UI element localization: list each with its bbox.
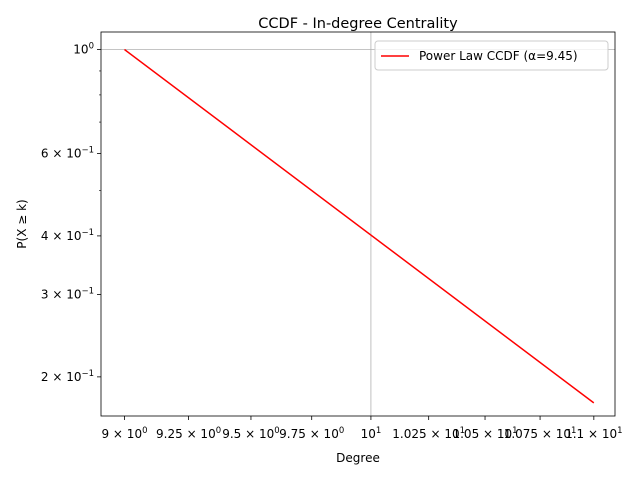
y-tick-label: 2 × 10−1 xyxy=(41,369,94,384)
y-tick-label: 4 × 10−1 xyxy=(41,228,94,243)
series-line xyxy=(124,48,595,404)
x-tick-label: 1.1 × 101 xyxy=(565,426,622,441)
x-tick-label: 1.075 × 101 xyxy=(504,426,577,441)
y-tick-label: 3 × 10−1 xyxy=(41,286,94,301)
x-tick-label: 9.75 × 100 xyxy=(279,426,344,441)
y-tick-label: 100 xyxy=(73,42,94,57)
x-tick-label: 9.5 × 100 xyxy=(222,426,279,441)
x-tick-label: 9.25 × 100 xyxy=(156,426,221,441)
x-axis-ticks: 9 × 100 9.25 × 100 9.5 × 100 9.75 × 100 101 1… xyxy=(101,416,623,441)
x-axis-label: Degree xyxy=(336,451,380,465)
x-tick-label: 1.05 × 101 xyxy=(452,426,517,441)
x-tick-label: 1.025 × 101 xyxy=(392,426,465,441)
legend: Power Law CCDF (α=9.45) xyxy=(374,40,609,71)
x-tick-label: 9 × 100 xyxy=(101,426,147,441)
y-axis-label: P(X ≥ k) xyxy=(15,199,29,248)
series-layer xyxy=(124,48,595,404)
x-tick-label: 101 xyxy=(361,426,382,441)
y-tick-label: 6 × 10−1 xyxy=(41,145,94,160)
y-axis-ticks: 100 6 × 10−1 4 × 10−1 3 × 10−1 2 × 10−1 xyxy=(41,42,101,384)
legend-entry-label: Power Law CCDF (α=9.45) xyxy=(419,49,578,63)
legend-box xyxy=(374,40,609,71)
chart-title: CCDF - In-degree Centrality xyxy=(258,16,458,32)
plot-frame xyxy=(100,31,616,417)
